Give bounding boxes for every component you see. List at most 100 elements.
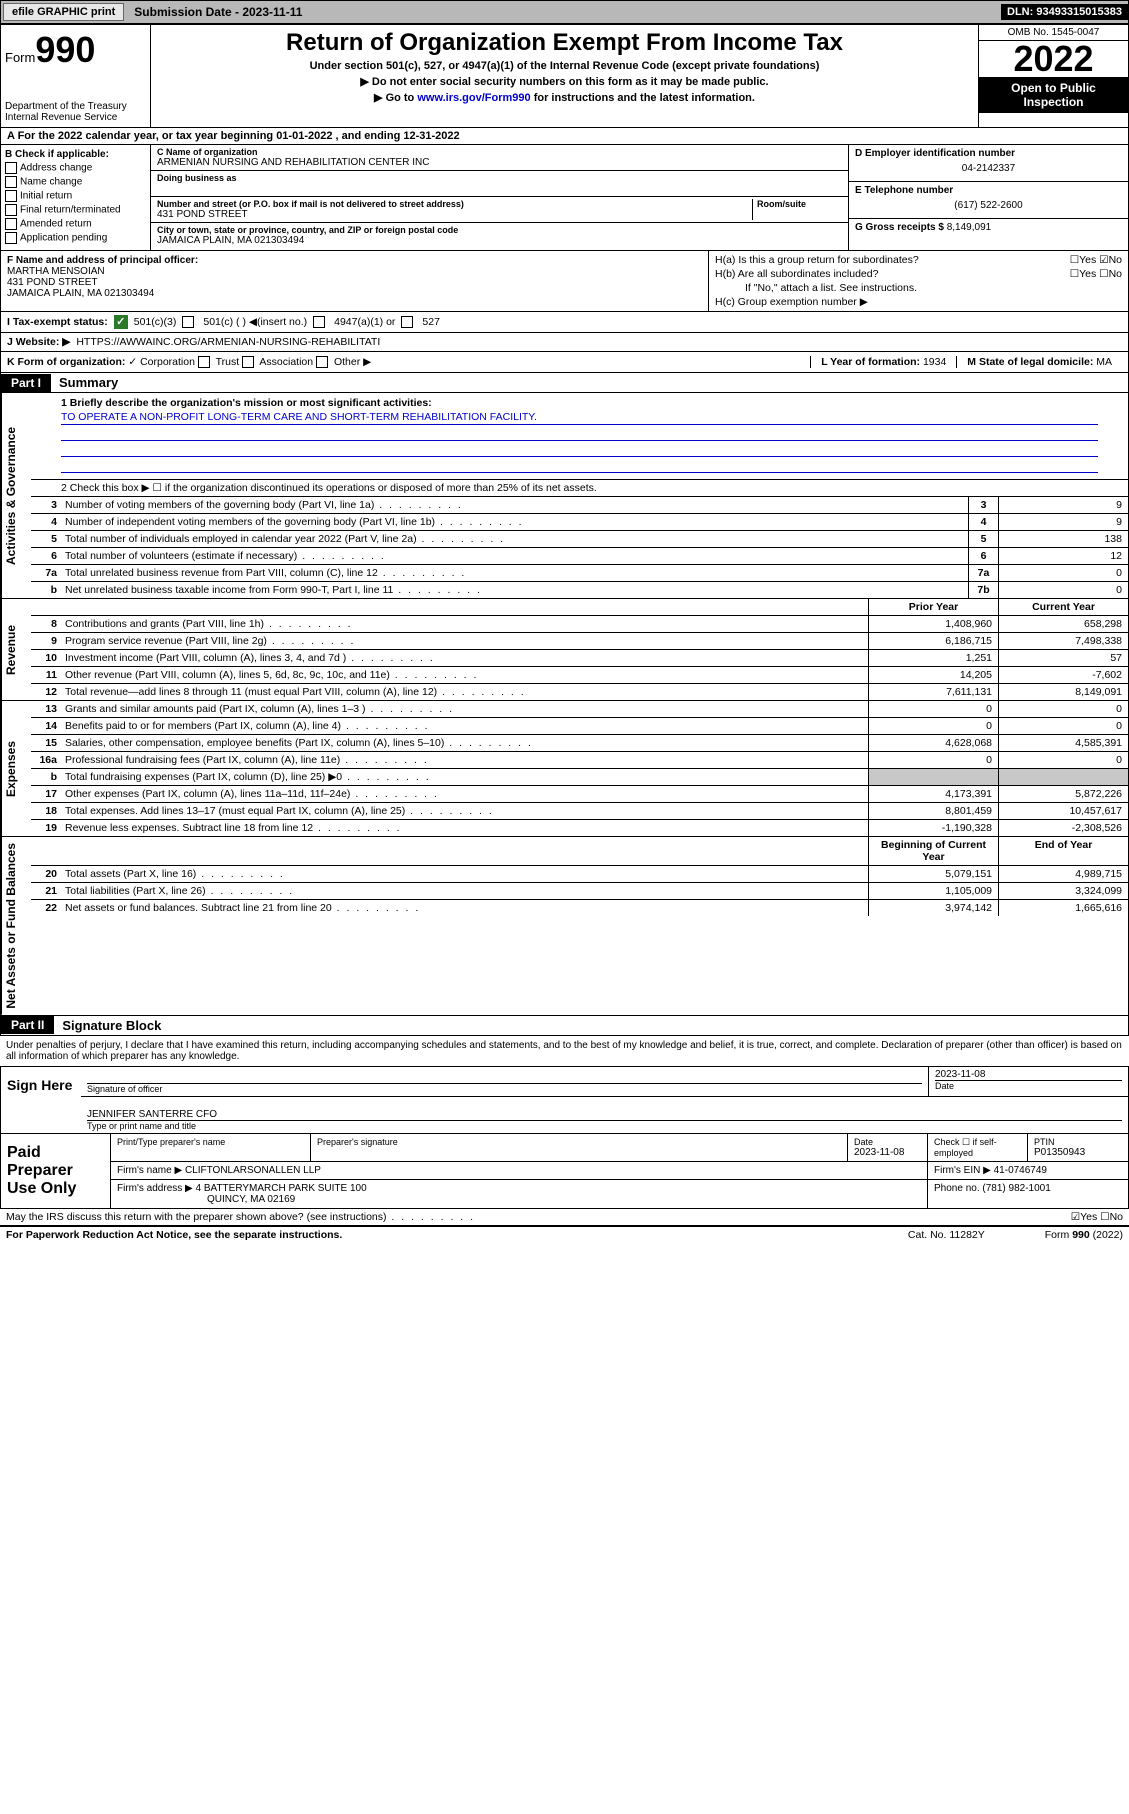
- vtab-governance: Activities & Governance: [1, 393, 31, 598]
- chk-4947[interactable]: [313, 316, 325, 328]
- gross-label: G Gross receipts $: [855, 222, 944, 233]
- pra-notice: For Paperwork Reduction Act Notice, see …: [6, 1229, 342, 1241]
- row-j-website: J Website: ▶ HTTPS://AWWAINC.ORG/ARMENIA…: [0, 333, 1129, 352]
- vtab-netassets: Net Assets or Fund Balances: [1, 837, 31, 1015]
- exp-line: 19Revenue less expenses. Subtract line 1…: [31, 820, 1128, 836]
- perjury-declaration: Under penalties of perjury, I declare th…: [0, 1036, 1129, 1067]
- part1-label: Part I: [1, 374, 51, 392]
- col-b-label: B Check if applicable:: [5, 149, 146, 160]
- chk-trust[interactable]: [198, 356, 210, 368]
- current-year-hdr: Current Year: [998, 599, 1128, 615]
- begin-year-hdr: Beginning of Current Year: [868, 837, 998, 865]
- exp-line: 18Total expenses. Add lines 13–17 (must …: [31, 803, 1128, 820]
- discuss-answer: ☑Yes ☐No: [1071, 1211, 1123, 1223]
- tax-status-label: I Tax-exempt status:: [7, 316, 108, 328]
- efile-btn[interactable]: efile GRAPHIC print: [3, 3, 124, 21]
- chk-application[interactable]: Application pending: [5, 232, 146, 244]
- discuss-row: May the IRS discuss this return with the…: [0, 1209, 1129, 1226]
- chk-amended[interactable]: Amended return: [5, 218, 146, 230]
- phone-value: (617) 522-2600: [855, 196, 1122, 215]
- section-bc: B Check if applicable: Address change Na…: [0, 145, 1129, 251]
- prep-sig-hdr: Preparer's signature: [311, 1134, 848, 1161]
- chk-assoc[interactable]: [242, 356, 254, 368]
- rev-line: 9Program service revenue (Part VIII, lin…: [31, 633, 1128, 650]
- exp-line: 16aProfessional fundraising fees (Part I…: [31, 752, 1128, 769]
- part1-title: Summary: [51, 373, 126, 392]
- rev-line: 10Investment income (Part VIII, column (…: [31, 650, 1128, 667]
- col-b-checkboxes: B Check if applicable: Address change Na…: [1, 145, 151, 250]
- chk-initial-return[interactable]: Initial return: [5, 190, 146, 202]
- part2-header-row: Part II Signature Block: [0, 1016, 1129, 1036]
- website-label: J Website: ▶: [7, 336, 70, 348]
- opt-527: 527: [422, 316, 440, 328]
- firm-addr-label: Firm's address ▶: [117, 1183, 193, 1194]
- opt-4947: 4947(a)(1) or: [334, 316, 395, 328]
- rev-line: 12Total revenue—add lines 8 through 11 (…: [31, 684, 1128, 700]
- org-city: JAMAICA PLAIN, MA 021303494: [157, 235, 842, 246]
- exp-line: 17Other expenses (Part IX, column (A), l…: [31, 786, 1128, 803]
- org-name: ARMENIAN NURSING AND REHABILITATION CENT…: [157, 157, 842, 168]
- gov-line: 5Total number of individuals employed in…: [31, 531, 1128, 548]
- firm-ein: 41-0746749: [994, 1165, 1047, 1176]
- hb-row: H(b) Are all subordinates included? ☐Yes…: [715, 267, 1122, 281]
- topbar: efile GRAPHIC print Submission Date - 20…: [0, 0, 1129, 24]
- exp-line: bTotal fundraising expenses (Part IX, co…: [31, 769, 1128, 786]
- org-address: 431 POND STREET: [157, 209, 752, 220]
- row-i-tax-status: I Tax-exempt status: ✓501(c)(3) 501(c) (…: [0, 312, 1129, 333]
- officer-name: MARTHA MENSOIAN: [7, 266, 702, 277]
- chk-527[interactable]: [401, 316, 413, 328]
- row-a-tax-year: A For the 2022 calendar year, or tax yea…: [0, 128, 1129, 145]
- chk-501c[interactable]: [182, 316, 194, 328]
- end-year-hdr: End of Year: [998, 837, 1128, 865]
- form-number: Form990: [5, 29, 146, 71]
- ein-value: 04-2142337: [855, 159, 1122, 178]
- hb-note: If "No," attach a list. See instructions…: [715, 281, 1122, 295]
- form-subtitle-1: Under section 501(c), 527, or 4947(a)(1)…: [155, 60, 974, 72]
- opt-501c3: 501(c)(3): [134, 316, 177, 328]
- chk-address-change[interactable]: Address change: [5, 162, 146, 174]
- exp-line: 14Benefits paid to or for members (Part …: [31, 718, 1128, 735]
- open-to-public: Open to Public Inspection: [979, 77, 1128, 113]
- col-f-officer: F Name and address of principal officer:…: [1, 251, 708, 311]
- officer-addr2: JAMAICA PLAIN, MA 021303494: [7, 288, 702, 299]
- chk-final-return[interactable]: Final return/terminated: [5, 204, 146, 216]
- tax-year: 2022: [979, 41, 1128, 77]
- summary-expenses: Expenses 13Grants and similar amounts pa…: [0, 701, 1129, 837]
- org-name-label: C Name of organization: [157, 147, 842, 157]
- mission-block: 1 Briefly describe the organization's mi…: [31, 393, 1128, 480]
- addr-label: Number and street (or P.O. box if mail i…: [157, 199, 752, 209]
- submission-date: Submission Date - 2023-11-11: [126, 5, 310, 19]
- irs-label: Internal Revenue Service: [5, 112, 146, 123]
- gov-line: bNet unrelated business taxable income f…: [31, 582, 1128, 598]
- chk-name-change[interactable]: Name change: [5, 176, 146, 188]
- opt-other: Other ▶: [334, 356, 371, 368]
- part1-header-row: Part I Summary: [0, 373, 1129, 393]
- exp-line: 15Salaries, other compensation, employee…: [31, 735, 1128, 752]
- gov-line: 4Number of independent voting members of…: [31, 514, 1128, 531]
- form-header: Form990 Department of the Treasury Inter…: [0, 24, 1129, 128]
- officer-addr1: 431 POND STREET: [7, 277, 702, 288]
- sign-here-label: Sign Here: [1, 1067, 81, 1133]
- hc-row: H(c) Group exemption number ▶: [715, 295, 1122, 309]
- section-fh: F Name and address of principal officer:…: [0, 251, 1129, 312]
- form-org-label: K Form of organization:: [7, 356, 125, 368]
- row-k-form-org: K Form of organization: ✓ Corporation Tr…: [0, 352, 1129, 373]
- firm-name: CLIFTONLARSONALLEN LLP: [185, 1165, 321, 1176]
- vtab-expenses: Expenses: [1, 701, 31, 836]
- line2-discontinued: 2 Check this box ▶ ☐ if the organization…: [31, 480, 1128, 496]
- chk-501c3-icon: ✓: [114, 315, 128, 329]
- chk-other[interactable]: [316, 356, 328, 368]
- cat-number: Cat. No. 11282Y: [908, 1229, 985, 1241]
- rev-header-row: Prior YearCurrent Year: [31, 599, 1128, 616]
- rev-line: 8Contributions and grants (Part VIII, li…: [31, 616, 1128, 633]
- irs-link[interactable]: www.irs.gov/Form990: [417, 92, 530, 104]
- firm-phone: (781) 982-1001: [982, 1183, 1050, 1194]
- ha-row: H(a) Is this a group return for subordin…: [715, 253, 1122, 267]
- summary-revenue: Revenue Prior YearCurrent Year 8Contribu…: [0, 599, 1129, 701]
- signature-block: Sign Here Signature of officer2023-11-08…: [0, 1067, 1129, 1134]
- form-subtitle-2: ▶ Do not enter social security numbers o…: [155, 75, 974, 88]
- sig-date: 2023-11-08: [935, 1069, 1122, 1080]
- sig-date-label: Date: [935, 1080, 1122, 1091]
- opt-corp: Corporation: [140, 356, 195, 368]
- paid-preparer-block: Paid Preparer Use Only Print/Type prepar…: [0, 1134, 1129, 1209]
